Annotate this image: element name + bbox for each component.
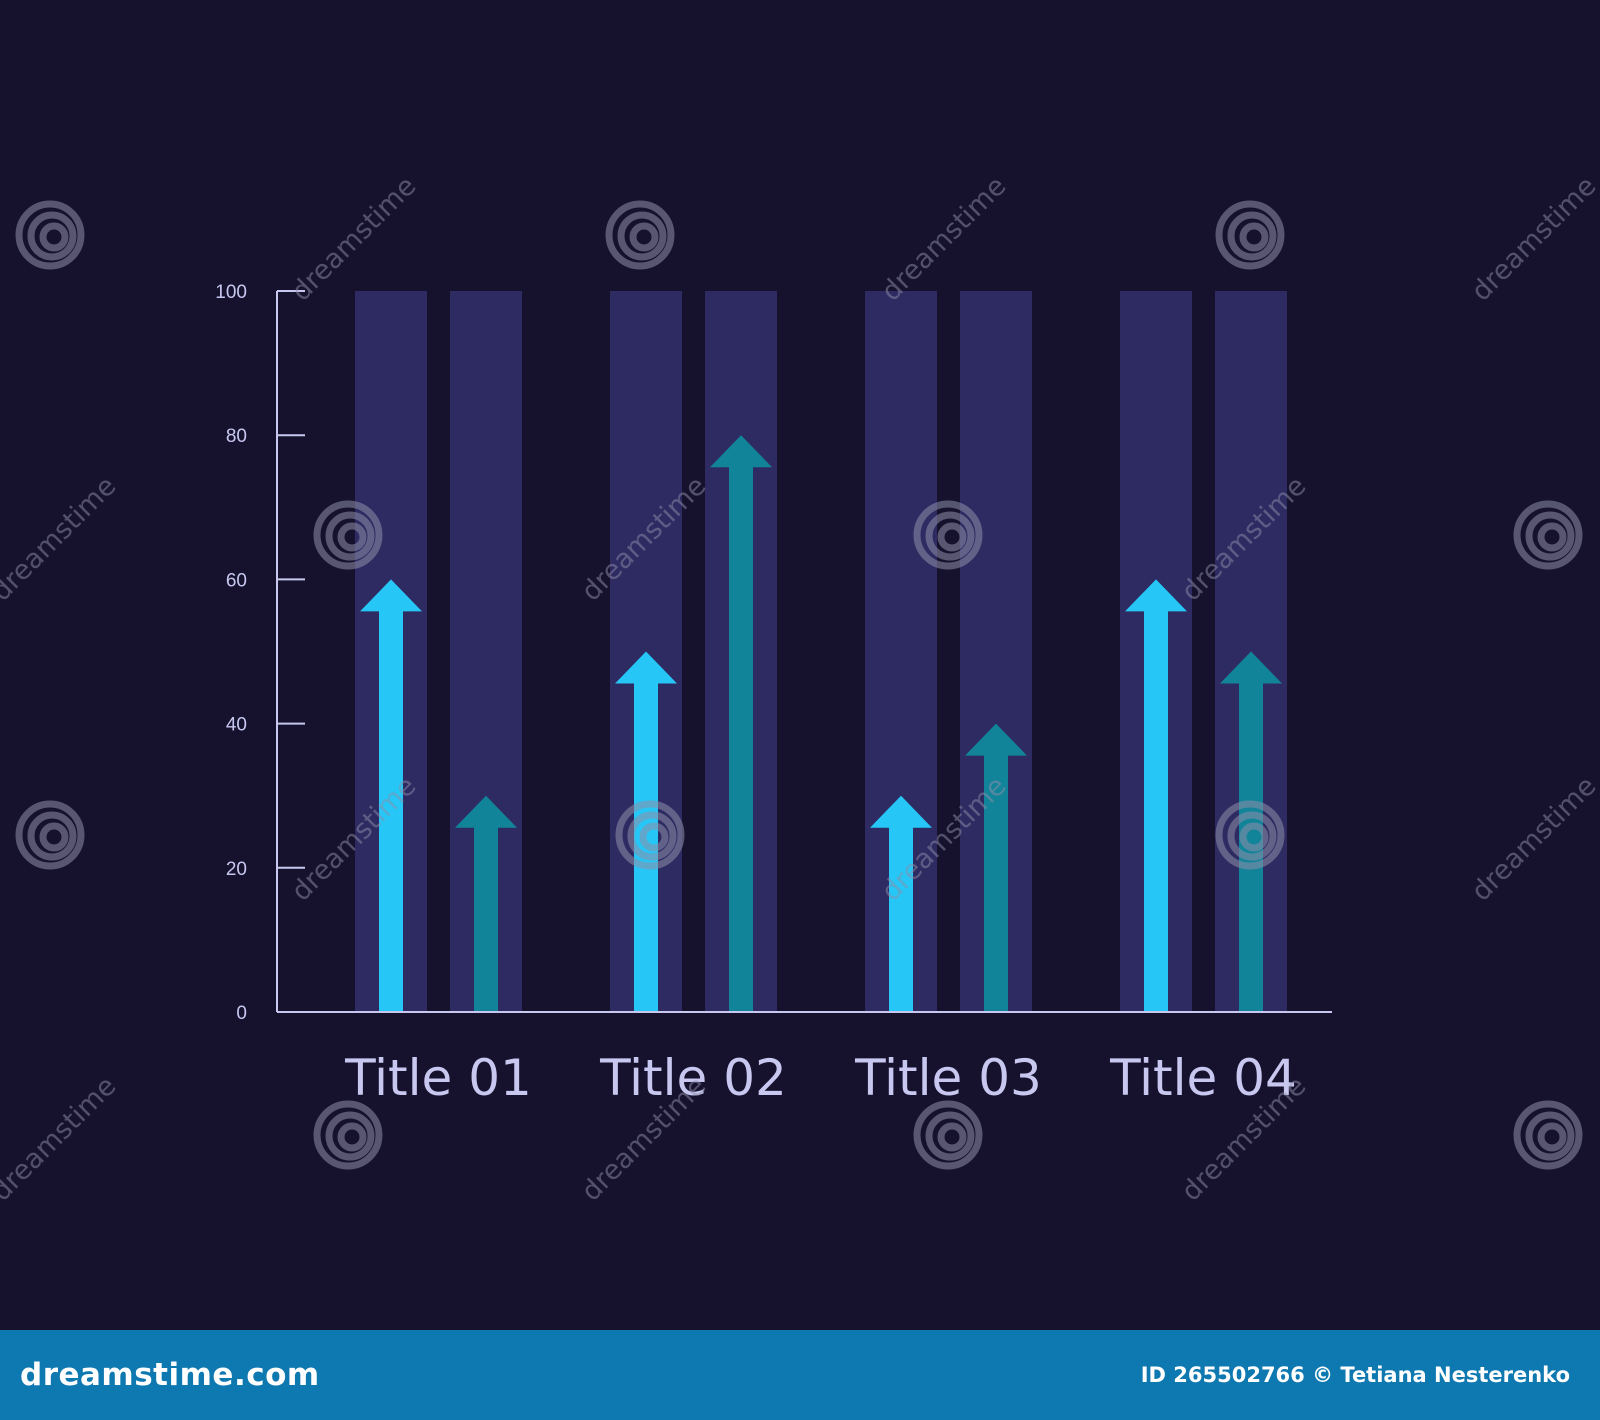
arrow-mark (965, 723, 1027, 1012)
x-axis-labels: Title 01 Title 02 Title 03 Title 04 (344, 1049, 1297, 1107)
arrow-shaft (889, 825, 913, 1012)
arrow-mark (710, 435, 772, 1012)
arrow-shaft (379, 609, 403, 1012)
x-category-label: Title 04 (1109, 1049, 1297, 1107)
arrow-head (965, 723, 1027, 756)
arrow-shaft (729, 465, 753, 1012)
x-category-label: Title 03 (854, 1049, 1042, 1107)
y-tick-label: 0 (236, 1003, 247, 1024)
y-tick-label: 60 (226, 570, 247, 591)
y-tick-label: 20 (226, 859, 247, 880)
arrow-head (1220, 651, 1282, 684)
y-tick-label: 80 (226, 426, 247, 447)
arrow-mark (1125, 579, 1187, 1012)
y-tick-label: 100 (215, 282, 247, 303)
arrow-shaft (1239, 681, 1263, 1012)
arrow-head (1125, 579, 1187, 612)
x-category-label: Title 02 (599, 1049, 787, 1107)
arrow-mark (870, 795, 932, 1012)
arrow-mark (360, 579, 422, 1012)
arrow-shaft (1144, 609, 1168, 1012)
footer-bar: dreamstime.com ID 265502766 © Tetiana Ne… (0, 1330, 1600, 1420)
y-tick-label: 40 (226, 715, 247, 736)
footer-credit: ID 265502766 © Tetiana Nesterenko (1140, 1363, 1570, 1387)
y-axis-ticks: 0 20 40 60 80 100 (215, 282, 305, 1024)
arrow-head (870, 795, 932, 828)
arrow-head (360, 579, 422, 612)
arrow-mark (455, 795, 517, 1012)
arrow-marks (360, 435, 1282, 1012)
footer-brand[interactable]: dreamstime.com (20, 1357, 320, 1393)
x-category-label: Title 01 (344, 1049, 532, 1107)
arrow-head (710, 435, 772, 468)
arrow-shaft (474, 825, 498, 1012)
chart-axes (276, 291, 1332, 1013)
arrow-shaft (984, 753, 1008, 1012)
arrow-head (455, 795, 517, 828)
arrow-head (615, 651, 677, 684)
arrow-shaft (634, 681, 658, 1012)
